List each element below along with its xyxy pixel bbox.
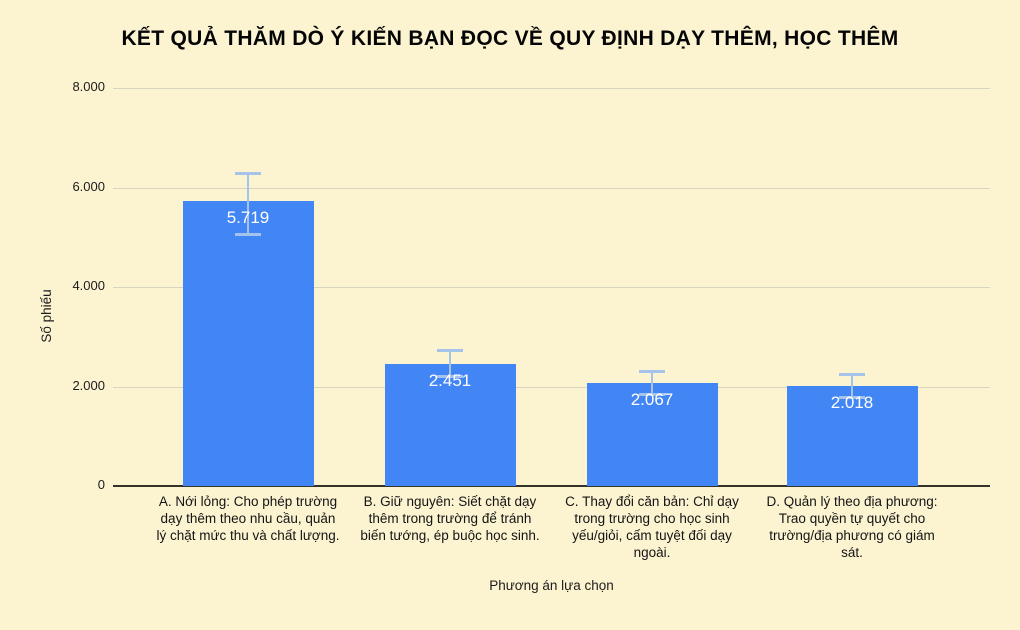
error-bar-line (651, 371, 653, 395)
bar (586, 383, 718, 486)
y-tick-label: 4.000 (72, 278, 105, 293)
bar-value-label: 2.018 (830, 392, 874, 412)
error-bar-cap-top (839, 373, 865, 377)
error-bar-cap-bottom (437, 375, 463, 379)
y-tick-label: 8.000 (72, 79, 105, 94)
error-bar-cap-top (437, 349, 463, 353)
error-bar-cap-bottom (639, 392, 665, 396)
x-axis-title: Phương án lựa chọn (489, 578, 614, 593)
gridline (113, 386, 990, 388)
gridline (113, 187, 990, 189)
error-bar-cap-top (235, 171, 261, 175)
bar (786, 385, 918, 486)
bar-value-label: 2.067 (630, 390, 674, 410)
category-label: D. Quản lý theo địa phương: Trao quyền t… (766, 494, 938, 560)
error-bar-line (247, 172, 249, 235)
category-label: B. Giữ nguyên: Siết chặt dạy thêm trong … (360, 494, 540, 543)
gridline (113, 287, 990, 288)
bar-value-label: 5.719 (226, 208, 270, 228)
chart-title: KẾT QUẢ THĂM DÒ Ý KIẾN BẠN ĐỌC VỀ QUY ĐỊ… (121, 27, 899, 50)
error-bar-line (449, 350, 451, 378)
category-label: C. Thay đổi căn bản: Chỉ dạy trong trườn… (565, 494, 739, 560)
bar (182, 201, 314, 486)
y-tick-label: 6.000 (72, 178, 105, 194)
error-bar-cap-bottom (839, 395, 865, 399)
bar-value-label: 2.451 (428, 371, 472, 391)
y-tick-label: 2.000 (72, 377, 105, 393)
error-bar-cap-top (639, 370, 665, 374)
x-axis-line (113, 485, 990, 487)
y-tick-label: 0 (97, 477, 105, 492)
error-bar-cap-bottom (235, 232, 261, 236)
category-label: A. Nới lỏng: Cho phép trường dạy thêm th… (156, 494, 340, 543)
bar (384, 364, 516, 486)
error-bar-line (851, 374, 853, 398)
y-axis-title: Số phiếu (39, 289, 54, 343)
gridline (113, 88, 990, 89)
